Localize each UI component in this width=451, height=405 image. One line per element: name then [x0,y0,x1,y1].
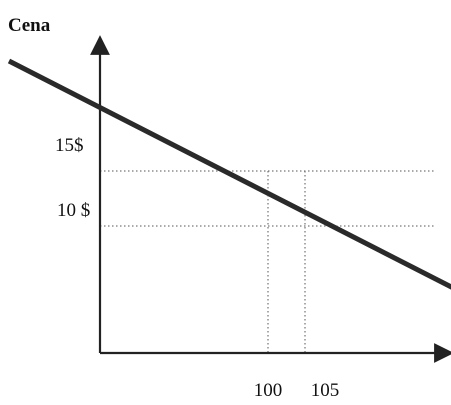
y-tick-label-10: 10 $ [57,200,90,221]
x-tick-label-100: 100 [254,380,283,401]
x-tick-label-105: 105 [311,380,340,401]
y-axis-title: Cena [8,15,51,36]
y-tick-label-15: 15$ [55,135,84,156]
demand-curve-line [7,58,451,290]
